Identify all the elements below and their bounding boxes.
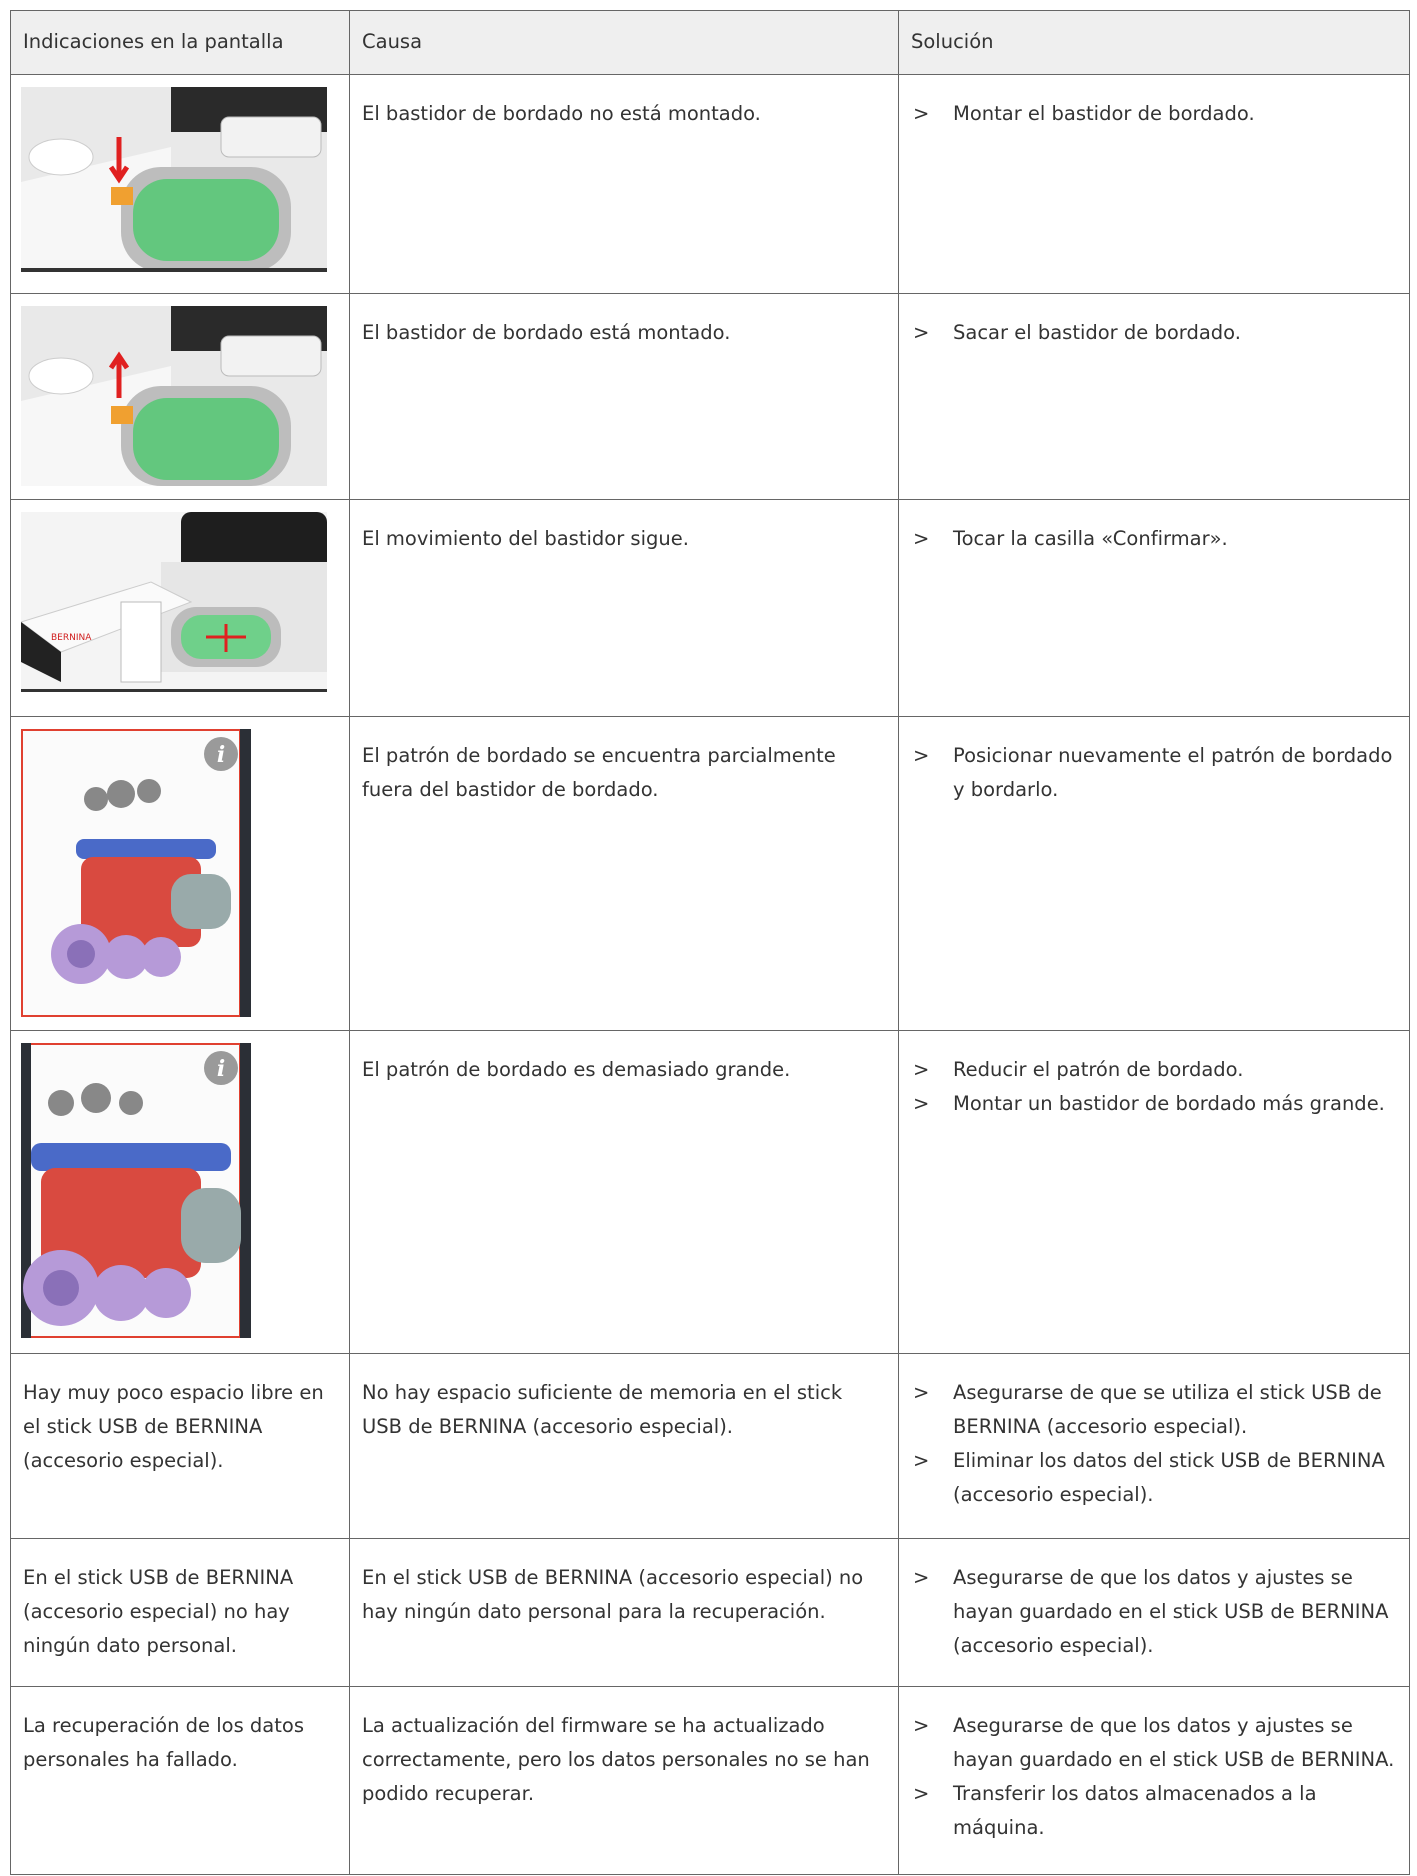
cause: El patrón de bordado es demasiado grande… — [349, 1030, 899, 1354]
solutions: > Posicionar nuevamente el patrón de bord… — [898, 716, 1410, 1031]
indication-image — [10, 293, 350, 500]
svg-text:i: i — [217, 742, 225, 768]
header-cell: Indicaciones en la pantalla — [10, 10, 350, 75]
hoop-illustration — [21, 306, 327, 486]
solution: Transferir los datos almacenados a la má… — [953, 1782, 1317, 1839]
indication-image: i — [10, 716, 350, 1031]
solution: Asegurarse de que se utiliza el stick US… — [953, 1381, 1382, 1438]
row: El bastidor de bordado no está montado. … — [10, 74, 1410, 294]
row: La recuperación de los datos personales … — [10, 1686, 1410, 1875]
row: BERNINA El movimiento del bastidor sigue… — [10, 499, 1410, 717]
cause: El bastidor de bordado está montado. — [349, 293, 899, 500]
train-illustration: i — [21, 729, 251, 1017]
solution: Tocar la casilla «Confirmar». — [953, 527, 1228, 550]
header-cell: Causa — [349, 10, 899, 75]
indication: La recuperación de los datos personales … — [10, 1686, 350, 1875]
cause: En el stick USB de BERNINA (accesorio es… — [349, 1538, 899, 1687]
cause: El movimiento del bastidor sigue. — [349, 499, 899, 717]
solution: Sacar el bastidor de bordado. — [953, 321, 1241, 344]
solution: Eliminar los datos del stick USB de BERN… — [953, 1449, 1385, 1506]
svg-text:BERNINA: BERNINA — [51, 633, 92, 643]
header-cell: Solución — [898, 10, 1410, 75]
svg-text:i: i — [217, 1056, 225, 1082]
row: Hay muy poco espacio libre en el stick U… — [10, 1353, 1410, 1539]
row: En el stick USB de BERNINA (accesorio es… — [10, 1538, 1410, 1687]
indication-image — [10, 74, 350, 294]
solution: Asegurarse de que los datos y ajustes se… — [953, 1566, 1389, 1657]
solution: Montar un bastidor de bordado más grande… — [953, 1092, 1385, 1115]
table: Indicaciones en la pantalla Causa Soluci… — [10, 10, 1410, 1875]
row: i El patrón de bordado es demasiado gran… — [10, 1030, 1410, 1354]
indication: En el stick USB de BERNINA (accesorio es… — [10, 1538, 350, 1687]
cause: El patrón de bordado se encuentra parcia… — [349, 716, 899, 1031]
header-row: Indicaciones en la pantalla Causa Soluci… — [10, 10, 1410, 75]
cause: La actualización del firmware se ha actu… — [349, 1686, 899, 1875]
indication: Hay muy poco espacio libre en el stick U… — [10, 1353, 350, 1539]
solution: Posicionar nuevamente el patrón de borda… — [953, 744, 1393, 801]
solution: Montar el bastidor de bordado. — [953, 102, 1255, 125]
cause: No hay espacio suficiente de memoria en … — [349, 1353, 899, 1539]
cause: El bastidor de bordado no está montado. — [349, 74, 899, 294]
hoop-illustration — [21, 87, 327, 272]
row: i El patrón de bordado se encuentra parc… — [10, 716, 1410, 1031]
machine-illustration: BERNINA — [21, 512, 327, 692]
indication-image: BERNINA — [10, 499, 350, 717]
train-illustration: i — [21, 1043, 251, 1338]
solutions: > Asegurarse de que se utiliza el stick U… — [898, 1353, 1410, 1539]
solutions: > Reducir el patrón de bordado. > Montar u… — [898, 1030, 1410, 1354]
solutions: > Montar el bastidor de bordado. — [898, 74, 1410, 294]
solution: Reducir el patrón de bordado. — [953, 1058, 1244, 1081]
indication-image: i — [10, 1030, 350, 1354]
solutions: > Tocar la casilla «Confirmar». — [898, 499, 1410, 717]
solution: Asegurarse de que los datos y ajustes se… — [953, 1714, 1395, 1771]
row: El bastidor de bordado está montado. > Sa… — [10, 293, 1410, 500]
solutions: > Asegurarse de que los datos y ajustes s… — [898, 1538, 1410, 1687]
solutions: > Sacar el bastidor de bordado. — [898, 293, 1410, 500]
solutions: > Asegurarse de que los datos y ajustes s… — [898, 1686, 1410, 1875]
